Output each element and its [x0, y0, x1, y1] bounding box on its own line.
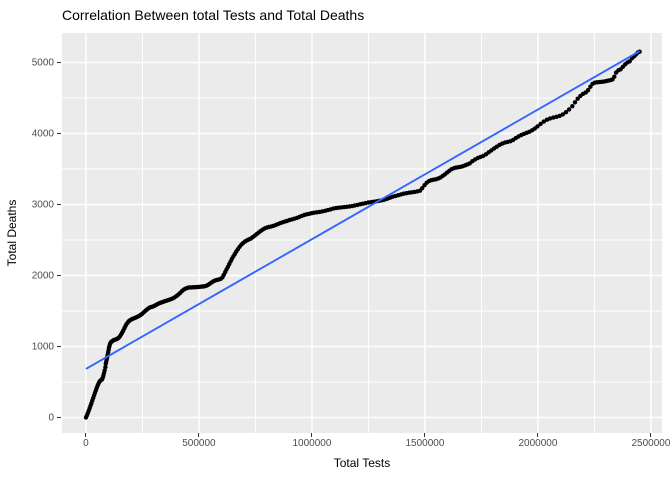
y-tick-mark: [57, 204, 61, 206]
x-tick-mark: [85, 433, 87, 437]
y-tick-mark: [57, 133, 61, 135]
y-tick-label: 1000: [31, 341, 54, 353]
data-point: [566, 107, 572, 112]
data-point: [103, 364, 108, 370]
x-tick-label: 2000000: [518, 438, 558, 449]
data-point: [535, 124, 540, 129]
y-tick-label: 5000: [31, 57, 54, 69]
y-tick-mark: [57, 275, 61, 277]
x-tick-mark: [650, 433, 652, 437]
x-tick-mark: [198, 433, 200, 437]
data-point: [560, 112, 565, 117]
x-tick-mark: [311, 433, 313, 437]
data-point: [541, 119, 546, 124]
scatter-points: [83, 49, 642, 420]
gridlines: [62, 33, 662, 433]
y-tick-label: 2000: [31, 270, 54, 282]
y-tick-label: 3000: [31, 199, 54, 211]
y-tick-mark: [57, 417, 61, 419]
x-tick-label: 0: [83, 438, 89, 449]
y-tick-mark: [57, 346, 61, 348]
data-point: [563, 110, 569, 115]
y-axis-title: Total Deaths: [5, 199, 19, 267]
x-tick-mark: [537, 433, 539, 437]
data-point: [572, 100, 578, 105]
x-tick-label: 1500000: [405, 438, 445, 449]
scatter-plot: [62, 33, 662, 433]
plot-panel: [62, 33, 662, 433]
data-point: [420, 186, 425, 191]
y-tick-label: 0: [48, 412, 54, 424]
data-point: [570, 104, 575, 109]
regression-line: [85, 50, 641, 370]
y-tick-mark: [57, 62, 61, 64]
x-tick-label: 500000: [182, 438, 216, 449]
chart-title: Correlation Between total Tests and Tota…: [62, 7, 365, 23]
x-tick-label: 1000000: [292, 438, 332, 449]
x-tick-mark: [424, 433, 426, 437]
data-point: [585, 88, 591, 93]
data-point: [538, 121, 543, 127]
x-axis-title: Total Tests: [333, 456, 391, 470]
data-point: [575, 96, 580, 101]
y-tick-label: 4000: [31, 128, 54, 140]
data-point: [612, 74, 617, 79]
x-tick-label: 2500000: [631, 438, 671, 449]
